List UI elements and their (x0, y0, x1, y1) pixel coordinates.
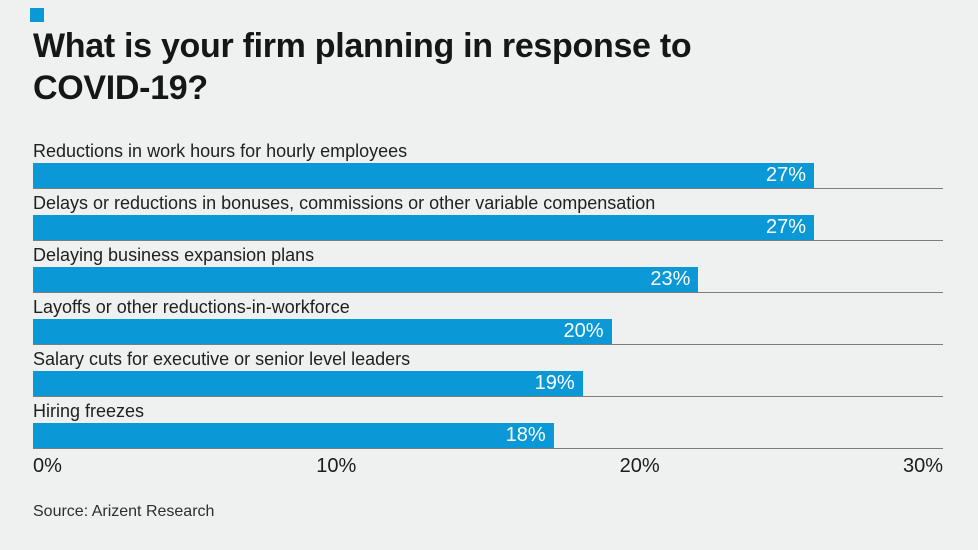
bar-track: 27% (33, 163, 943, 189)
bar-category-label: Layoffs or other reductions-in-workforce (33, 297, 350, 317)
bar-category-label: Reductions in work hours for hourly empl… (33, 141, 408, 161)
bar-row: Delays or reductions in bonuses, commiss… (33, 192, 943, 244)
bar-value-label: 18% (505, 424, 546, 446)
x-axis-tick-label: 10% (316, 455, 357, 477)
x-axis: 0% 10% 20% 30% (33, 455, 943, 481)
bar: 18% (33, 423, 554, 448)
bar-track: 23% (33, 267, 943, 293)
bar-row: Layoffs or other reductions-in-workforce… (33, 296, 943, 348)
bar-category-label: Delaying business expansion plans (33, 245, 315, 265)
source-note: Source: Arizent Research (33, 503, 215, 520)
bar-track: 20% (33, 319, 943, 345)
bar-rows: Reductions in work hours for hourly empl… (33, 140, 943, 452)
bar-category-label: Delays or reductions in bonuses, commiss… (33, 193, 656, 213)
bar: 19% (33, 371, 583, 396)
bar-category-label: Hiring freezes (33, 401, 145, 421)
bar-chart: Reductions in work hours for hourly empl… (33, 140, 943, 481)
bar-value-label: 23% (650, 268, 691, 290)
bar-track: 27% (33, 215, 943, 241)
bar-track: 18% (33, 423, 943, 449)
bar-value-label: 20% (563, 320, 604, 342)
bar-category-label: Salary cuts for executive or senior leve… (33, 349, 411, 369)
chart-title-line1: What is your firm planning in response t… (33, 27, 692, 65)
x-axis-tick-label: 30% (902, 455, 943, 477)
bar: 20% (33, 319, 612, 344)
bar-value-label: 19% (534, 372, 575, 394)
chart-title-line2: COVID-19? (33, 69, 208, 107)
bar-row: Delaying business expansion plans 23% (33, 244, 943, 296)
x-axis-tick-label: 0% (33, 455, 62, 477)
bar-value-label: 27% (766, 164, 807, 186)
brand-square-mark (30, 8, 44, 22)
bar: 27% (33, 215, 815, 240)
x-axis-tick-label: 20% (619, 455, 660, 477)
bar-row: Hiring freezes 18% (33, 400, 943, 452)
bar: 23% (33, 267, 699, 292)
bar-row: Reductions in work hours for hourly empl… (33, 140, 943, 192)
bar: 27% (33, 163, 815, 188)
bar-row: Salary cuts for executive or senior leve… (33, 348, 943, 400)
bar-value-label: 27% (766, 216, 807, 238)
bar-track: 19% (33, 371, 943, 397)
chart-title: What is your firm planning in response t… (33, 25, 933, 109)
